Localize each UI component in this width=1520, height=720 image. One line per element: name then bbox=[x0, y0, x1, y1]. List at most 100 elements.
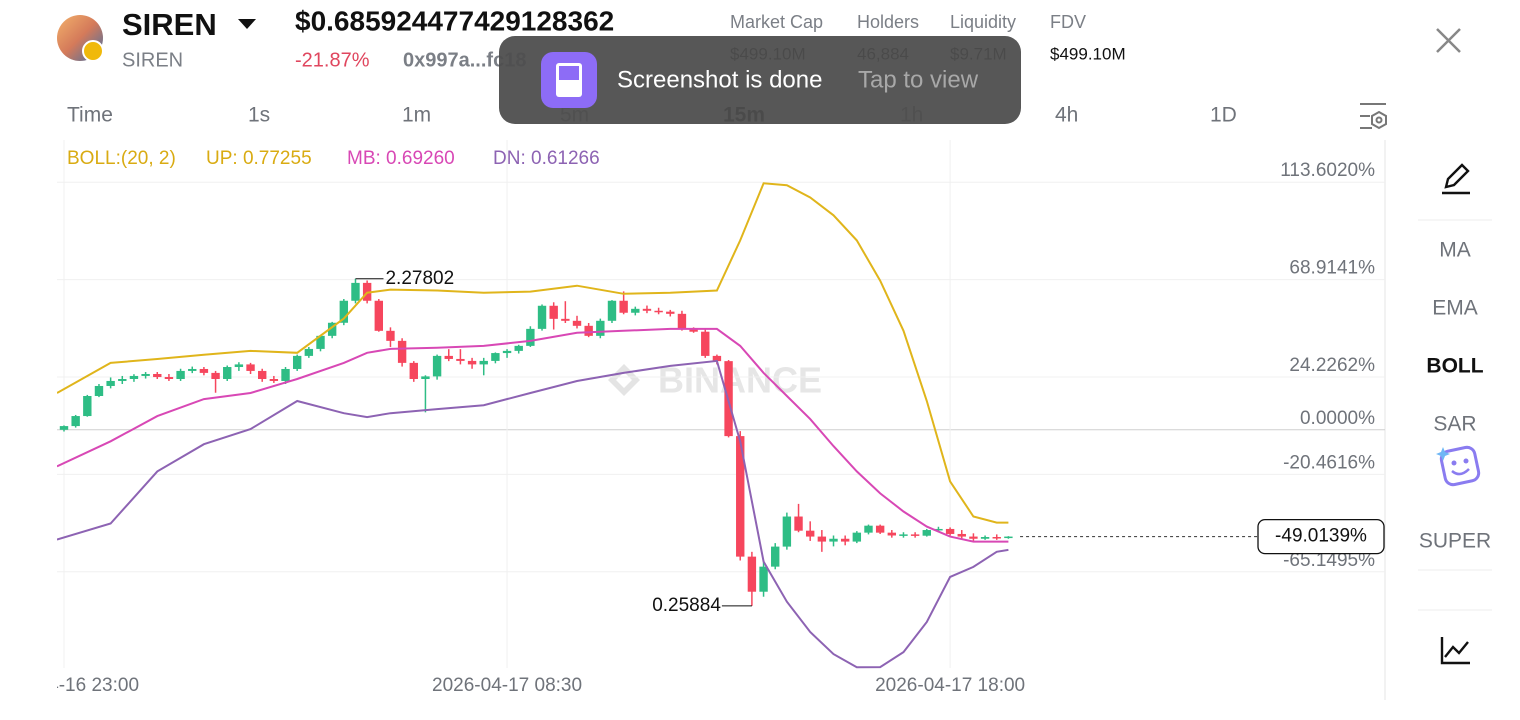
stat-label: FDV bbox=[1050, 12, 1086, 32]
y-tick-label: -65.1495% bbox=[1283, 550, 1375, 571]
candle-body bbox=[94, 385, 104, 397]
candle-body bbox=[945, 528, 955, 534]
candle-body bbox=[129, 375, 139, 380]
candle-body bbox=[736, 436, 745, 557]
close-button[interactable] bbox=[1436, 28, 1461, 53]
x-tick-label: 2026-04-17 08:30 bbox=[432, 675, 582, 696]
boll-mb: MB: 0.69260 bbox=[347, 148, 455, 169]
candle-body bbox=[292, 355, 302, 369]
candle-body bbox=[642, 308, 652, 311]
candle-body bbox=[922, 530, 931, 536]
candle-body bbox=[607, 300, 617, 321]
chain-badge bbox=[82, 40, 104, 62]
indicator-option[interactable]: MA bbox=[1439, 239, 1471, 262]
interval-tab[interactable]: Time bbox=[67, 104, 113, 127]
candle-body bbox=[467, 360, 477, 365]
candle-body bbox=[526, 328, 535, 346]
candle-body bbox=[118, 379, 127, 381]
x-axis-labels: 2026-04-17 18:00 bbox=[875, 675, 1025, 696]
candle-body bbox=[141, 373, 150, 376]
stat-value: $499.10M bbox=[1050, 44, 1126, 63]
candle-body bbox=[596, 320, 605, 336]
contract-address[interactable]: 0x997a...fc18 bbox=[403, 49, 526, 71]
candle-body bbox=[164, 377, 174, 380]
candle-body bbox=[432, 355, 442, 377]
interval-tab[interactable]: 1D bbox=[1210, 104, 1237, 127]
candle-body bbox=[817, 536, 827, 542]
candle-body bbox=[689, 328, 698, 332]
candle-body bbox=[969, 536, 978, 539]
candle-body bbox=[537, 305, 547, 329]
candle-body bbox=[875, 525, 885, 533]
price: $0.685924477429128362 bbox=[295, 5, 614, 36]
candle-body bbox=[619, 300, 628, 313]
x-tick-label: 2026-04-16 23:00 bbox=[0, 675, 139, 696]
candle-body bbox=[654, 310, 663, 313]
candle-body bbox=[339, 300, 349, 323]
candle-body bbox=[327, 322, 337, 336]
candle-body bbox=[1004, 536, 1013, 539]
candle-body bbox=[234, 364, 244, 368]
indicator-option[interactable]: SUPER bbox=[1419, 530, 1491, 553]
last-price-box bbox=[1257, 518, 1385, 555]
boll-params: BOLL:(20, 2) bbox=[67, 148, 176, 169]
boll-line bbox=[57, 182, 1009, 524]
candle-body bbox=[491, 353, 500, 361]
indicator-option[interactable]: SAR bbox=[1433, 413, 1476, 436]
indicator-option[interactable]: EMA bbox=[1432, 297, 1478, 320]
chart-type-icon[interactable] bbox=[1440, 637, 1470, 665]
high-label: 2.27802 bbox=[385, 268, 454, 289]
candle-body bbox=[805, 530, 815, 537]
candle-body bbox=[899, 534, 908, 536]
last-price-label: -49.0139% bbox=[1275, 526, 1367, 547]
candle-body bbox=[957, 533, 966, 537]
candle-body bbox=[83, 396, 92, 417]
candle-body bbox=[444, 355, 453, 359]
toast[interactable]: Screenshot is done Tap to view bbox=[499, 36, 1021, 124]
candle-body bbox=[840, 538, 850, 542]
chart-settings-icon[interactable] bbox=[1360, 103, 1387, 130]
candle-body bbox=[759, 566, 768, 592]
toast-action[interactable]: Tap to view bbox=[858, 66, 979, 93]
indicator-option[interactable]: BOLL bbox=[1426, 355, 1483, 378]
candle-body bbox=[409, 362, 418, 380]
watermark-text: BINANCE bbox=[658, 360, 822, 401]
candle-body bbox=[479, 360, 488, 365]
candle-body bbox=[502, 350, 512, 354]
candle-body bbox=[864, 525, 873, 533]
x-axis-labels: 2026-04-17 08:30 bbox=[432, 675, 582, 696]
candle-body bbox=[934, 528, 943, 531]
y-tick-label: 113.6020% bbox=[1280, 160, 1375, 181]
candle-body bbox=[631, 308, 640, 313]
candle-body bbox=[514, 345, 523, 351]
candle-body bbox=[316, 335, 325, 349]
interval-tab[interactable]: 1s bbox=[248, 104, 270, 127]
candle-body bbox=[211, 372, 220, 380]
candle-body bbox=[992, 537, 1001, 539]
plot: 2.27802 0.25884 bbox=[57, 140, 1385, 669]
candle-body bbox=[153, 373, 162, 378]
boll-up: UP: 0.77255 bbox=[206, 148, 312, 169]
candle-body bbox=[677, 313, 687, 329]
candle-body bbox=[782, 516, 792, 547]
candle-body bbox=[258, 370, 267, 380]
x-axis-labels: 2026-04-16 23:00 bbox=[0, 675, 139, 696]
interval-tab[interactable]: 4h bbox=[1055, 104, 1078, 127]
draw-tool-icon[interactable] bbox=[1442, 163, 1470, 195]
dropdown-arrow[interactable] bbox=[238, 19, 256, 29]
candle-body bbox=[584, 325, 593, 336]
candle-body bbox=[304, 348, 314, 356]
y-tick-label: 24.2262% bbox=[1289, 355, 1375, 376]
candle-body bbox=[386, 330, 395, 341]
candle-body bbox=[351, 282, 360, 301]
candle-body bbox=[269, 379, 279, 381]
candle-body bbox=[397, 340, 407, 363]
assistant-icon[interactable] bbox=[1436, 445, 1481, 487]
candle-body bbox=[59, 426, 69, 430]
interval-tab[interactable]: 1m bbox=[402, 104, 431, 127]
candle-body bbox=[829, 538, 838, 542]
toast-title: Screenshot is done bbox=[617, 66, 822, 93]
token-symbol: SIREN bbox=[122, 49, 183, 71]
stat-label: Market Cap bbox=[730, 12, 823, 32]
